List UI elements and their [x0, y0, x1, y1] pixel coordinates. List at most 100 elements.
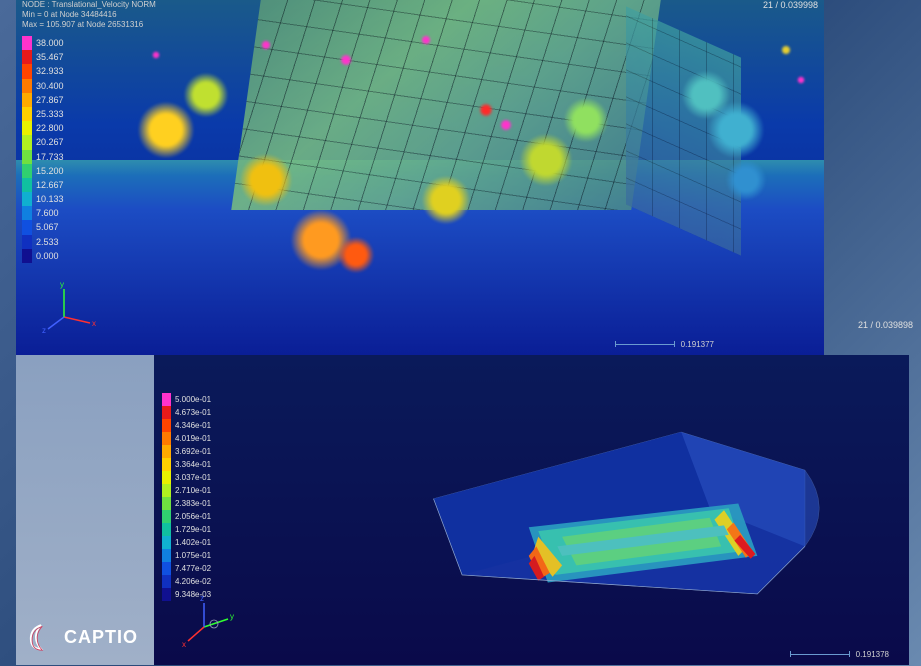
colorbar-swatch	[162, 536, 171, 549]
splash-blob	[138, 102, 194, 158]
background-strip	[16, 355, 154, 665]
colorbar-entry: 10.133	[22, 192, 64, 206]
colorbar-label: 15.200	[36, 164, 64, 178]
splash-blob	[338, 237, 374, 273]
colorbar-entry: 32.933	[22, 64, 64, 78]
simulation-scene-top	[16, 0, 824, 355]
splash-blob	[240, 154, 292, 206]
colorbar-entry: 2.533	[22, 235, 64, 249]
colorbar-label: 32.933	[36, 64, 64, 78]
header-line3: Max = 105.907 at Node 26531316	[22, 20, 156, 30]
splash-blob	[261, 40, 271, 50]
captio-logo-icon	[24, 620, 58, 654]
colorbar-entry: 5.000e-01	[162, 393, 211, 406]
splash-blob	[479, 103, 493, 117]
colorbar-label: 5.000e-01	[175, 393, 211, 406]
splash-blob	[421, 35, 431, 45]
colorbar-label: 3.364e-01	[175, 458, 211, 471]
colorbar-entry: 4.019e-01	[162, 432, 211, 445]
simulation-scene-bottom	[384, 413, 864, 613]
colorbar-swatch	[22, 249, 32, 263]
colorbar-entry: 27.867	[22, 93, 64, 107]
colorbar-swatch	[162, 497, 171, 510]
colorbar-label: 1.075e-01	[175, 549, 211, 562]
colorbar-swatch	[22, 235, 32, 249]
colorbar-label: 2.533	[36, 235, 59, 249]
splash-blob	[152, 51, 160, 59]
colorbar-top: 38.00035.46732.93330.40027.86725.33322.8…	[22, 36, 64, 263]
colorbar-label: 10.133	[36, 192, 64, 206]
splash-blob	[340, 54, 352, 66]
colorbar-entry: 1.729e-01	[162, 523, 211, 536]
colorbar-entry: 30.400	[22, 79, 64, 93]
colorbar-label: 7.600	[36, 206, 59, 220]
colorbar-entry: 4.346e-01	[162, 419, 211, 432]
colorbar-label: 20.267	[36, 135, 64, 149]
colorbar-entry: 4.206e-02	[162, 575, 211, 588]
splash-blob	[726, 160, 766, 200]
colorbar-entry: 2.056e-01	[162, 510, 211, 523]
scale-bar-bottom: 0.191378	[790, 650, 889, 659]
colorbar-entry: 15.200	[22, 164, 64, 178]
viewport-bottom[interactable]: 5.000e-014.673e-014.346e-014.019e-013.69…	[154, 355, 909, 665]
svg-text:y: y	[230, 612, 234, 621]
colorbar-label: 3.037e-01	[175, 471, 211, 484]
header-line2: Min = 0 at Node 34484416	[22, 10, 156, 20]
colorbar-swatch	[162, 393, 171, 406]
colorbar-swatch	[22, 121, 32, 135]
colorbar-label: 1.402e-01	[175, 536, 211, 549]
colorbar-swatch	[22, 107, 32, 121]
splash-blob	[422, 176, 470, 224]
colorbar-entry: 7.600	[22, 206, 64, 220]
captio-logo: CAPTIO	[24, 620, 138, 654]
colorbar-swatch	[22, 192, 32, 206]
colorbar-swatch	[162, 458, 171, 471]
colorbar-swatch	[162, 562, 171, 575]
svg-text:x: x	[92, 319, 96, 328]
colorbar-swatch	[22, 178, 32, 192]
splash-blob	[797, 76, 805, 84]
colorbar-entry: 4.673e-01	[162, 406, 211, 419]
colorbar-swatch	[162, 510, 171, 523]
colorbar-entry: 22.800	[22, 121, 64, 135]
colorbar-label: 22.800	[36, 121, 64, 135]
svg-text:y: y	[60, 280, 64, 289]
axis-triad-bottom: y z x	[184, 597, 234, 647]
result-header: NODE : Translational_Velocity NORM Min =…	[22, 0, 156, 30]
svg-text:z: z	[42, 326, 46, 335]
colorbar-swatch	[162, 445, 171, 458]
colorbar-entry: 1.402e-01	[162, 536, 211, 549]
colorbar-swatch	[162, 471, 171, 484]
frame-info-top: 21 / 0.039998	[763, 0, 818, 10]
colorbar-entry: 25.333	[22, 107, 64, 121]
colorbar-swatch	[22, 93, 32, 107]
colorbar-entry: 5.067	[22, 220, 64, 234]
colorbar-label: 4.019e-01	[175, 432, 211, 445]
colorbar-swatch	[22, 206, 32, 220]
splash-blob	[708, 102, 764, 158]
colorbar-swatch	[22, 79, 32, 93]
scale-bar-top: 0.191377	[615, 340, 714, 349]
colorbar-swatch	[22, 164, 32, 178]
colorbar-label: 5.067	[36, 220, 59, 234]
colorbar-bottom: 5.000e-014.673e-014.346e-014.019e-013.69…	[162, 393, 211, 601]
colorbar-swatch	[22, 36, 32, 50]
colorbar-label: 2.056e-01	[175, 510, 211, 523]
colorbar-label: 30.400	[36, 79, 64, 93]
colorbar-swatch	[22, 135, 32, 149]
colorbar-entry: 20.267	[22, 135, 64, 149]
colorbar-label: 0.000	[36, 249, 59, 263]
colorbar-entry: 1.075e-01	[162, 549, 211, 562]
colorbar-entry: 2.383e-01	[162, 497, 211, 510]
colorbar-entry: 12.667	[22, 178, 64, 192]
colorbar-entry: 17.733	[22, 150, 64, 164]
colorbar-label: 2.383e-01	[175, 497, 211, 510]
splash-blob	[781, 45, 791, 55]
colorbar-label: 4.673e-01	[175, 406, 211, 419]
colorbar-swatch	[162, 549, 171, 562]
viewport-top[interactable]: NODE : Translational_Velocity NORM Min =…	[16, 0, 824, 355]
colorbar-entry: 3.364e-01	[162, 458, 211, 471]
header-line1: NODE : Translational_Velocity NORM	[22, 0, 156, 10]
colorbar-entry: 7.477e-02	[162, 562, 211, 575]
scale-bar-line	[615, 344, 675, 345]
